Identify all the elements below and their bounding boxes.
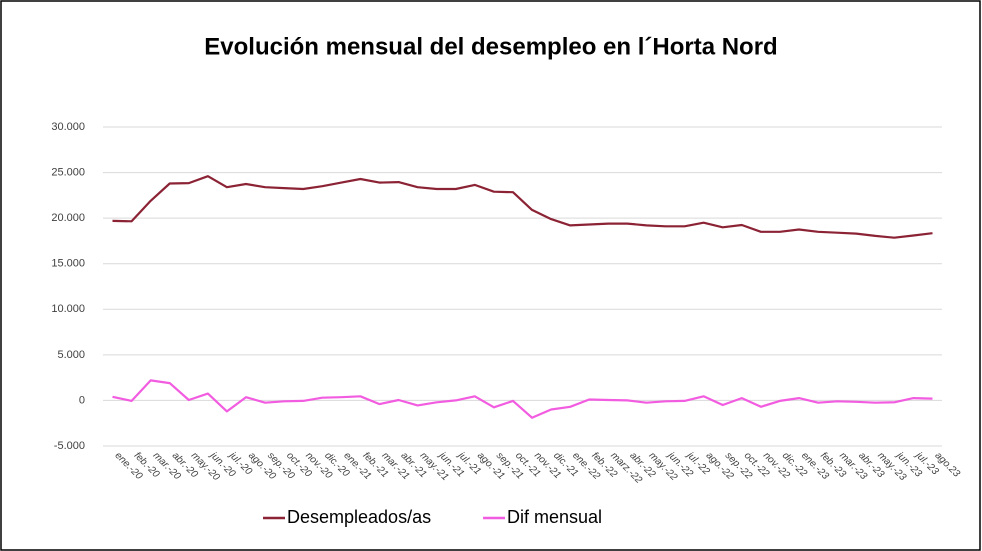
y-tick-label: 10.000 — [51, 303, 85, 315]
legend-label: Desempleados/as — [287, 507, 431, 527]
y-tick-label: 5.000 — [57, 349, 85, 361]
y-tick-label: 0 — [79, 394, 85, 406]
chart-title: Evolución mensual del desempleo en l´Hor… — [204, 33, 777, 60]
y-tick-label: 25.000 — [51, 166, 85, 178]
series-line — [112, 175, 933, 239]
legend-label: Dif mensual — [507, 507, 602, 527]
y-tick-label: -5.000 — [54, 440, 85, 452]
series-line — [112, 379, 933, 419]
y-tick-label: 20.000 — [51, 212, 85, 224]
y-tick-label: 15.000 — [51, 258, 85, 270]
y-tick-label: 30.000 — [51, 121, 85, 133]
